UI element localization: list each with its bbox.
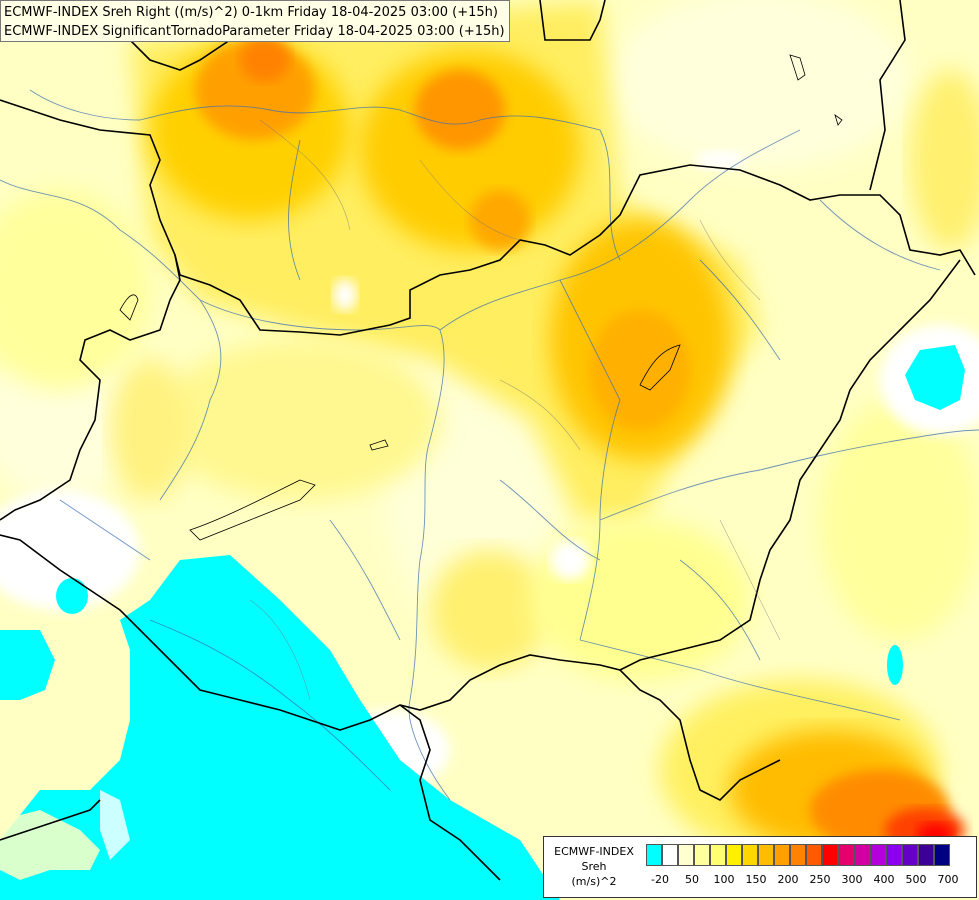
legend-swatch <box>742 844 758 866</box>
legend-swatch <box>790 844 806 866</box>
legend-tick-label: 200 <box>777 873 799 886</box>
legend-tick-label: 100 <box>713 873 735 886</box>
legend-tick-label: 500 <box>905 873 927 886</box>
legend-tick-label: 400 <box>873 873 895 886</box>
legend-title-line1: ECMWF-INDEX <box>554 845 634 858</box>
color-legend: ECMWF-INDEX Sreh (m/s)^2 -20 50 100 150 200 2… <box>543 836 977 898</box>
legend-swatch <box>854 844 870 866</box>
legend-tick-label: 150 <box>745 873 767 886</box>
legend-swatch <box>710 844 726 866</box>
legend-swatch <box>646 844 662 866</box>
legend-swatch <box>902 844 918 866</box>
map-title-line1: ECMWF-INDEX Sreh Right ((m/s)^2) 0-1km F… <box>4 5 498 20</box>
legend-title-line3: (m/s)^2 <box>571 875 617 888</box>
legend-swatches <box>646 844 950 866</box>
legend-tick-label: 300 <box>841 873 863 886</box>
map-title-line2: ECMWF-INDEX SignificantTornadoParameter … <box>4 24 505 39</box>
legend-swatch <box>662 844 678 866</box>
legend-swatch <box>838 844 854 866</box>
rivers <box>0 89 979 801</box>
legend-ticks: -20 50 100 150 200 250 300 400 500 700 <box>646 873 976 889</box>
legend-swatch <box>758 844 774 866</box>
legend-swatch <box>694 844 710 866</box>
legend-tick-label: -20 <box>651 873 669 886</box>
legend-tick-label: 50 <box>685 873 699 886</box>
legend-swatch <box>678 844 694 866</box>
lakes <box>119 54 843 541</box>
legend-tick-label: 250 <box>809 873 831 886</box>
legend-swatch <box>886 844 902 866</box>
region-lines <box>249 119 781 701</box>
legend-title: ECMWF-INDEX Sreh (m/s)^2 <box>546 844 642 889</box>
legend-swatch <box>726 844 742 866</box>
legend-swatch <box>774 844 790 866</box>
legend-swatch <box>870 844 886 866</box>
legend-swatch <box>806 844 822 866</box>
legend-title-line2: Sreh <box>581 860 607 873</box>
legend-swatch <box>934 844 950 866</box>
legend-swatch <box>918 844 934 866</box>
legend-tick-label: 700 <box>937 873 959 886</box>
legend-swatch <box>822 844 838 866</box>
map-title-box: ECMWF-INDEX Sreh Right ((m/s)^2) 0-1km F… <box>0 0 510 42</box>
